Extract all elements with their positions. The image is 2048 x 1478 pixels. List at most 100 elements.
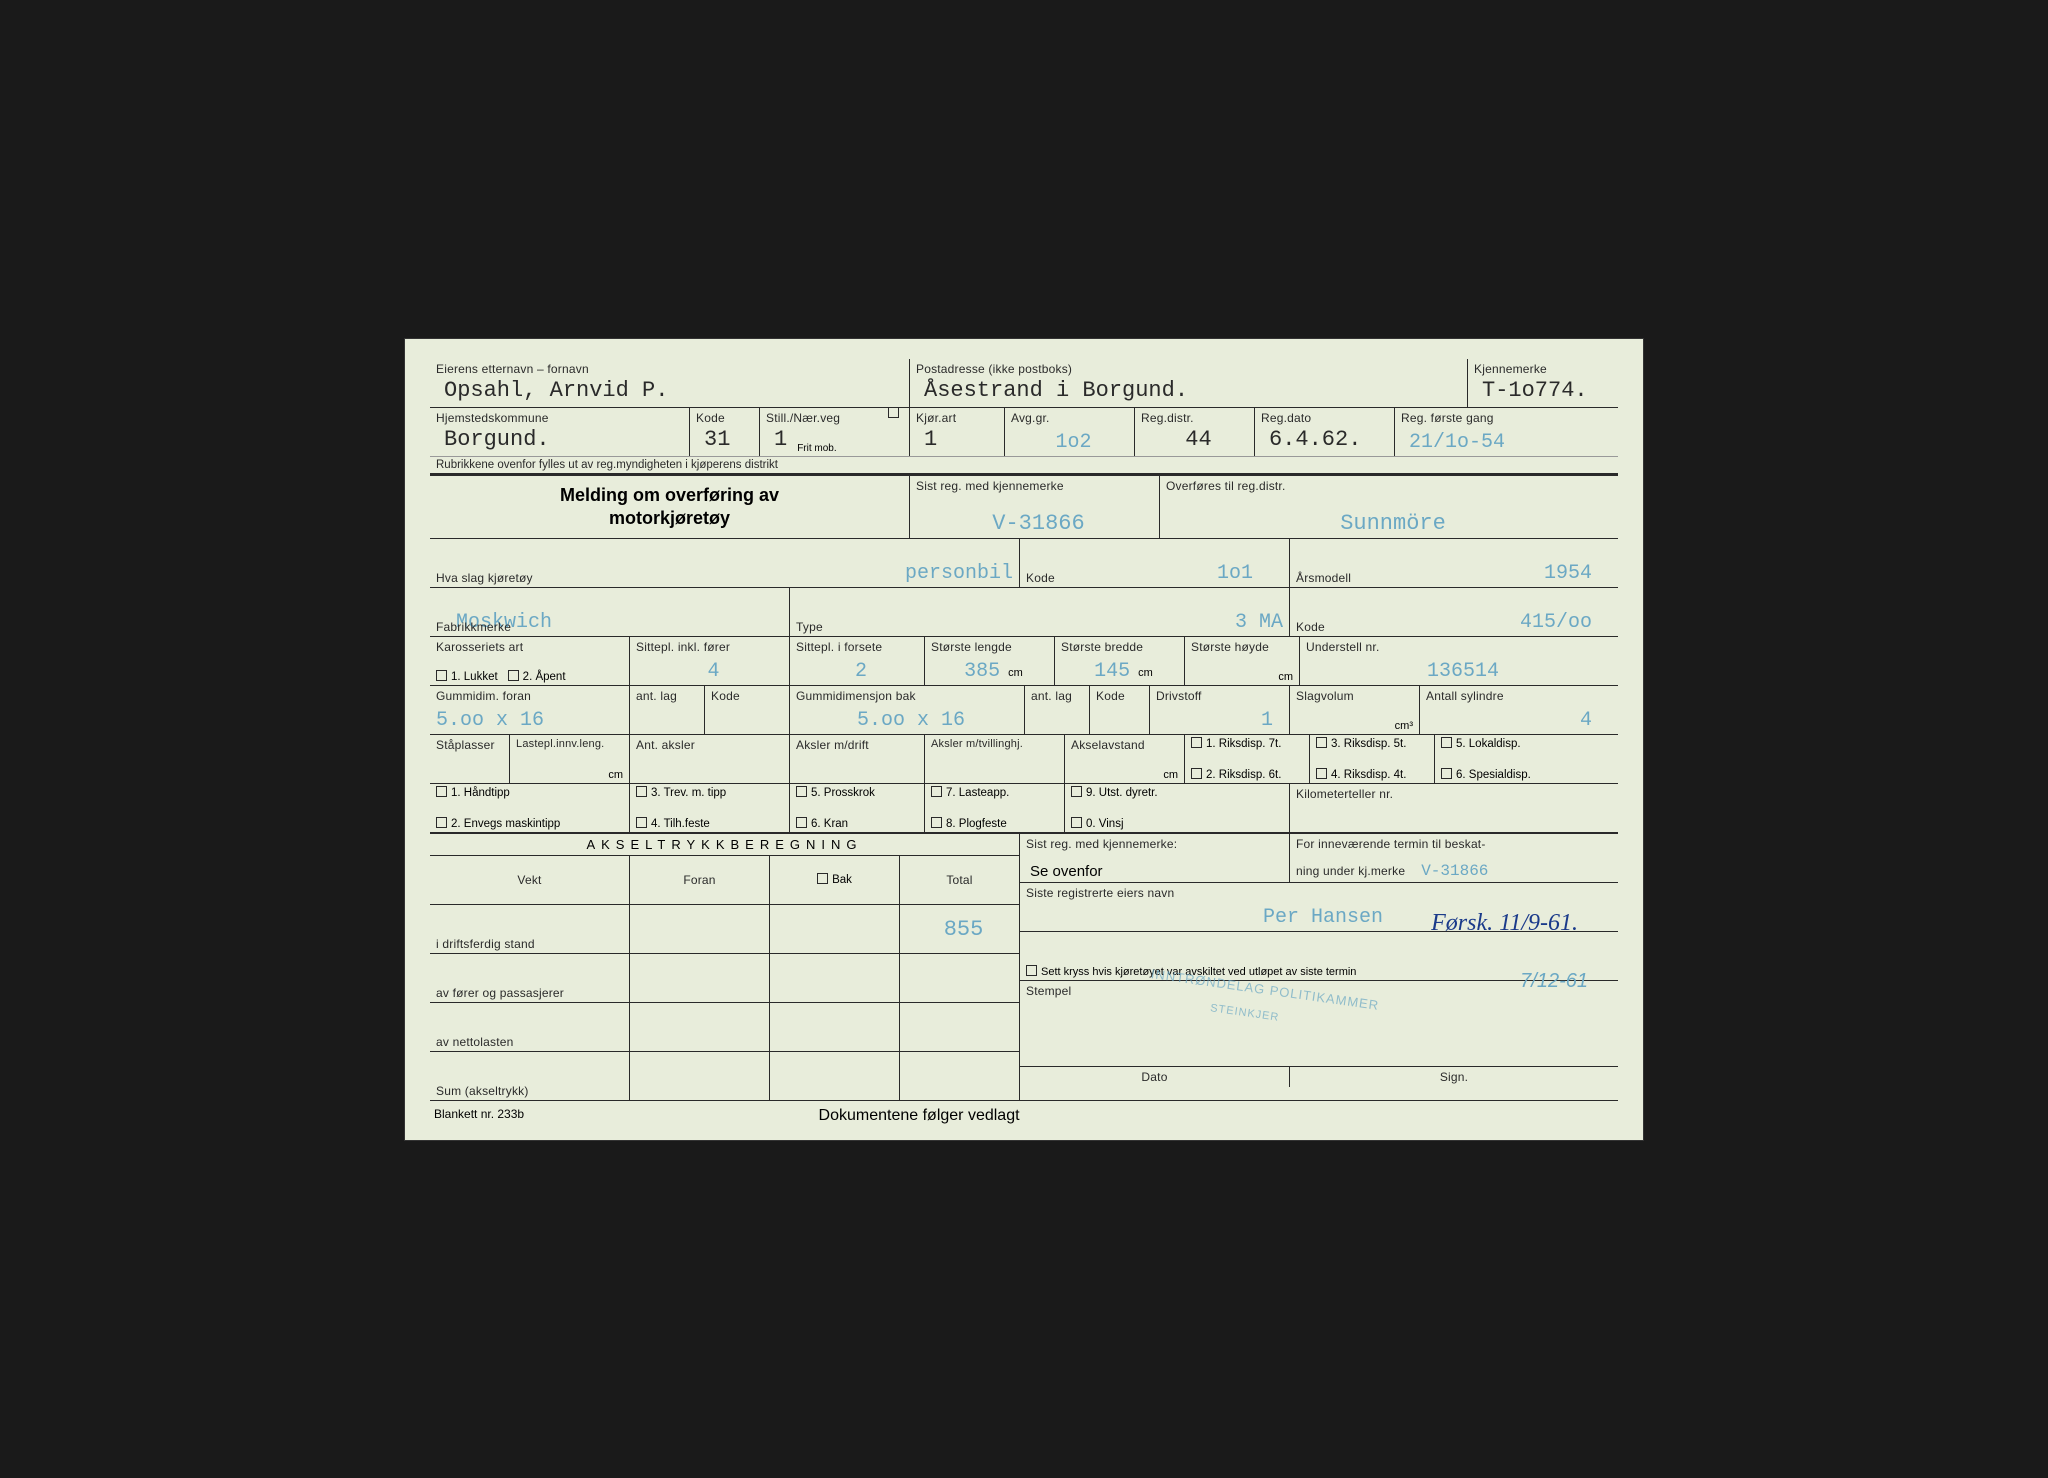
row-municipality: Hjemstedskommune Borgund. Kode 31 Still.…: [430, 407, 1618, 456]
row-owner: Eierens etternavn – fornavn Opsahl, Arnv…: [430, 359, 1618, 407]
drivstoff-value: 1: [1156, 709, 1283, 732]
sittepl-label: Sittepl. inkl. fører: [636, 640, 783, 654]
r5: 3. Riksdisp. 5t.: [1316, 738, 1428, 750]
slag-label: Slagvolum: [1296, 689, 1413, 703]
c9: 9. Utst. dyretr.: [1071, 787, 1283, 799]
gumbak-value: 5.oo x 16: [796, 709, 1018, 732]
row-title: Melding om overføring av motorkjøretøy S…: [430, 473, 1618, 538]
fill-note: Rubrikkene ovenfor fylles ut av reg.mynd…: [430, 456, 1618, 473]
hva-label: Hva slag kjøretøy: [436, 571, 533, 585]
kode7b: Kode: [1096, 689, 1143, 703]
cm8b: cm: [1071, 769, 1178, 781]
antlag2: ant. lag: [1031, 689, 1083, 703]
forer-label: av fører og passasjerer: [436, 986, 623, 1000]
drifts-label: i driftsferdig stand: [436, 937, 623, 951]
still-value: 1: [766, 427, 787, 454]
lastepl-label: Lastepl.innv.leng.: [516, 738, 623, 750]
kode7a: Kode: [711, 689, 783, 703]
drivstoff-label: Drivstoff: [1156, 689, 1283, 703]
regdistr-value: 44: [1141, 427, 1248, 454]
regdato-label: Reg.dato: [1261, 411, 1388, 425]
cm3: cm³: [1296, 720, 1413, 732]
bredde-label: Største bredde: [1061, 640, 1178, 654]
sist2-value: Se ovenfor: [1026, 863, 1283, 880]
kryss: Sett kryss hvis kjøretøyet var avskiltet…: [1026, 966, 1612, 978]
title-line2: motorkjøretøy: [609, 507, 730, 530]
fritmob-checkbox: [888, 407, 899, 418]
drifts-total: 855: [906, 917, 1013, 942]
kode5-value: 415/oo: [1512, 611, 1612, 634]
hjemsted-value: Borgund.: [436, 427, 683, 454]
plate-label: Kjennemerke: [1474, 362, 1612, 376]
avggr-value: 1o2: [1011, 431, 1128, 454]
termin-label2: ning under kj.merke: [1296, 864, 1405, 878]
c6: 6. Kran: [796, 818, 918, 830]
regdato-value: 6.4.62.: [1261, 427, 1388, 454]
hoyde-label: Største høyde: [1191, 640, 1293, 654]
owner-label: Eierens etternavn – fornavn: [436, 362, 903, 376]
cm-unit: cm: [1008, 667, 1023, 679]
cm-unit3: cm: [1191, 671, 1293, 683]
kode4-label: Kode: [1026, 571, 1055, 585]
fab-label: Fabrikkmerke: [436, 620, 511, 634]
avggr-label: Avg.gr.: [1011, 411, 1128, 425]
gumfor-label: Gummidim. foran: [436, 689, 623, 703]
c5: 5. Prosskrok: [796, 787, 918, 799]
blankett: Blankett nr. 233b: [434, 1107, 524, 1125]
under-label: Understell nr.: [1306, 640, 1612, 654]
c0: 0. Vinsj: [1071, 818, 1283, 830]
apent-check: 2. Åpent: [508, 671, 566, 683]
owner-value: Opsahl, Arnvid P.: [436, 378, 903, 405]
ars-label: Årsmodell: [1296, 571, 1351, 585]
regforste-value: 21/1o-54: [1401, 431, 1612, 454]
sist-value: V-31866: [916, 511, 1153, 536]
aksler-label: Ant. aksler: [636, 738, 783, 752]
registration-card: Eierens etternavn – fornavn Opsahl, Arnv…: [404, 338, 1644, 1141]
forsete-label: Sittepl. i forsete: [796, 640, 918, 654]
kjorart-value: 1: [916, 427, 998, 454]
row-equipment: 1. Håndtipp 2. Envegs maskintipp 3. Trev…: [430, 783, 1618, 832]
dokument: Dokumentene følger vedlagt: [819, 1107, 1020, 1125]
regforste-label: Reg. første gang: [1401, 411, 1612, 425]
lengde-value: 385: [956, 660, 1000, 683]
overfor-label: Overføres til reg.distr.: [1166, 479, 1612, 493]
aksel-header: AKSELTRYKKBEREGNING: [430, 832, 1019, 855]
c2: 2. Envegs maskintipp: [436, 818, 623, 830]
gumfor-value: 5.oo x 16: [436, 709, 623, 732]
gumbak-label: Gummidimensjon bak: [796, 689, 1018, 703]
lokal: 5. Lokaldisp.: [1441, 738, 1612, 750]
antlag1: ant. lag: [636, 689, 677, 732]
termin-value: V-31866: [1413, 862, 1488, 880]
vekt-h: Vekt: [436, 873, 623, 887]
ars-value: 1954: [1536, 562, 1612, 585]
termin-label: For inneværende termin til beskat-: [1296, 837, 1612, 851]
r4: 4. Riksdisp. 4t.: [1316, 769, 1428, 781]
cm-unit2: cm: [1138, 667, 1153, 679]
footer-row: Blankett nr. 233b Dokumentene følger ved…: [430, 1100, 1618, 1125]
bredde-value: 145: [1086, 660, 1130, 683]
sittepl-value: 4: [636, 660, 783, 683]
r6: 2. Riksdisp. 6t.: [1191, 769, 1303, 781]
dato-label: Dato: [1141, 1070, 1167, 1084]
row-vehicle-type: Hva slag kjøretøy personbil Kode 1o1 Års…: [430, 538, 1618, 587]
still-label: Still./Nær.veg: [766, 411, 903, 425]
row-tires: Gummidim. foran 5.oo x 16 ant. lag Kode …: [430, 685, 1618, 734]
hva-value: personbil: [897, 562, 1013, 585]
kode5-label: Kode: [1296, 620, 1325, 634]
address-label: Postadresse (ikke postboks): [916, 362, 1461, 376]
type-label: Type: [796, 620, 823, 634]
kode4-value: 1o1: [1209, 562, 1283, 585]
c8: 8. Plogfeste: [931, 818, 1058, 830]
lukket-check: 1. Lukket: [436, 671, 498, 683]
sist2-label: Sist reg. med kjennemerke:: [1026, 837, 1283, 851]
under-value: 136514: [1306, 660, 1612, 683]
row-make: Fabrikkmerke Moskwich Type 3 MA Kode 415…: [430, 587, 1618, 636]
lengde-label: Største lengde: [931, 640, 1048, 654]
forsete-value: 2: [796, 660, 918, 683]
kode-value: 31: [696, 427, 753, 454]
r7: 1. Riksdisp. 7t.: [1191, 738, 1303, 750]
sign-label: Sign.: [1440, 1070, 1468, 1084]
row-body: Karosseriets art 1. Lukket 2. Åpent Sitt…: [430, 636, 1618, 685]
drift-label: Aksler m/drift: [796, 738, 918, 752]
c4: 4. Tilh.feste: [636, 818, 783, 830]
